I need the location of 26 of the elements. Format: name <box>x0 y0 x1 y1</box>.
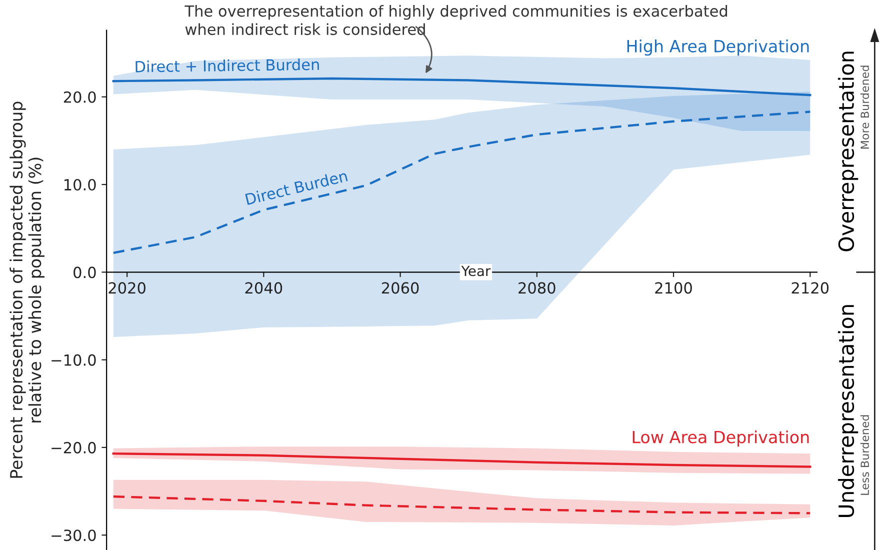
x-axis-title: Year <box>461 266 491 276</box>
line-series <box>112 77 812 96</box>
text: Less Burdened <box>860 415 870 495</box>
text: More Burdened <box>860 66 870 149</box>
y-tick-label: −10.0 <box>52 354 96 366</box>
line-series <box>112 495 812 514</box>
text: Direct Burden <box>245 170 348 206</box>
y-tick-label: 10.0 <box>64 178 96 191</box>
x-tick-label: 2100 <box>655 282 692 294</box>
x-tick-label: 2080 <box>518 282 556 294</box>
y-tick-label: 0.0 <box>74 266 96 278</box>
y-tick-label: −30.0 <box>52 530 96 542</box>
x-tick-label: 2040 <box>245 282 282 294</box>
annotation: Low Area Deprivation <box>632 430 809 447</box>
y-tick-label: −20.0 <box>52 442 96 454</box>
y-tick-label: 20.0 <box>64 91 96 103</box>
annotation: High Area Deprivation <box>627 40 809 56</box>
x-tick-label: 2120 <box>792 282 829 294</box>
line-series <box>112 110 812 254</box>
y-axis-title: Percent representation of impacted subgroup relative to whole population (%) <box>10 102 44 478</box>
line-series <box>112 452 812 468</box>
x-tick-label: 2020 <box>108 282 146 294</box>
series-label: Direct + Indirect Burden <box>136 58 319 72</box>
x-tick-label: 2060 <box>382 282 419 294</box>
text: Underrepresentation <box>838 305 858 517</box>
text: Overrepresentation <box>838 52 858 252</box>
